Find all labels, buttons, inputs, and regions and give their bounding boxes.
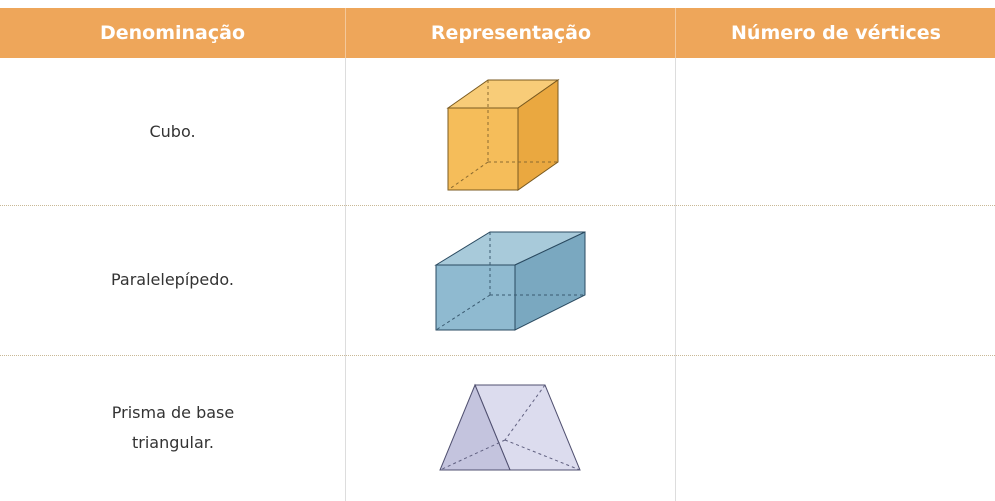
header-cell: Número de vértices bbox=[675, 8, 995, 58]
row-label: Prisma de base triangular. bbox=[111, 403, 235, 452]
parallelepiped bbox=[434, 231, 586, 331]
header-cell: Denominação bbox=[0, 8, 345, 58]
row-divider bbox=[0, 355, 995, 356]
triangular-prism bbox=[439, 383, 581, 471]
row-label: Cubo. bbox=[149, 121, 196, 141]
header-cell: Representação bbox=[345, 8, 676, 58]
column-divider bbox=[675, 58, 676, 501]
row-divider bbox=[0, 205, 995, 206]
column-divider bbox=[345, 58, 346, 501]
cube bbox=[446, 79, 560, 191]
row-label: Paralelepípedo. bbox=[110, 270, 235, 289]
